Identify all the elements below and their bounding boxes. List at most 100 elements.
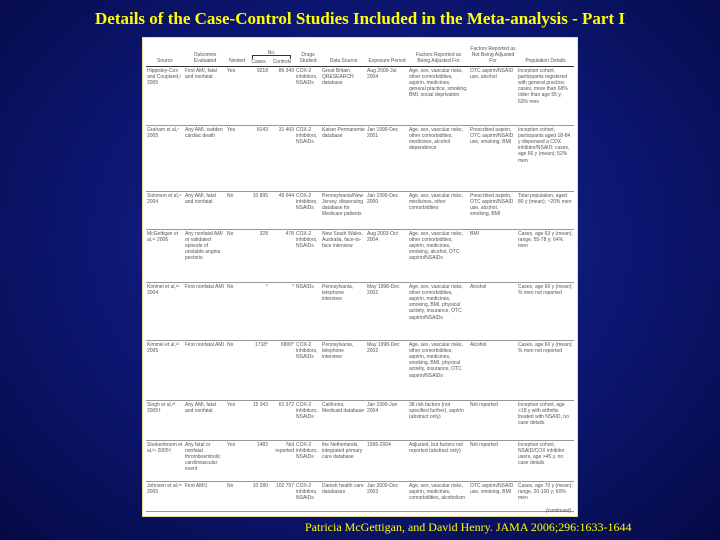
cell-cases: 9218: [248, 66, 269, 126]
header-row: Source Outcomes Evaluated Nested No. Cas…: [146, 40, 574, 67]
cell-nested: Yes: [226, 66, 248, 126]
col-header: Cases: [251, 59, 266, 66]
cell-exposure-period: Jan 1999-Dec 2001: [366, 125, 408, 192]
cell-population-details: Total population, aged 80 y (mean); ~20%…: [517, 191, 574, 230]
cell-outcomes: Any AMI, sudden cardiac death: [184, 125, 226, 192]
cell-controls: *: [269, 282, 295, 341]
cell-nested: No: [226, 481, 248, 512]
cell-drugs: COX-2 inhibitors, NSAIDs: [295, 481, 321, 512]
col-header: Nested: [226, 40, 248, 67]
cell-controls: 31 469: [269, 125, 295, 192]
table-row: Kimmel et al,¹³ 2005 First nonfatal AMI No…: [146, 340, 574, 401]
cell-population-details: Cases, age 70 y (mean); range, 20-100 y;…: [517, 481, 574, 512]
cell-not-adjusted-factors: Prescribed aspirin, OTC aspirin/NSAID us…: [469, 125, 517, 192]
cell-outcomes: First nonfatal AMI: [184, 340, 226, 401]
cell-population-details: Inception cohort, participants aged 18-8…: [517, 125, 574, 192]
cell-not-adjusted-factors: Prescribed aspirin, OTC aspirin/NSAID us…: [469, 191, 517, 230]
cell-drugs: NSAIDs: [295, 282, 321, 341]
cell-not-adjusted-factors: Not reported: [469, 400, 517, 441]
cell-drugs: COX-2 inhibitors, NSAIDs: [295, 340, 321, 401]
cell-data-source: Danish health care databases: [321, 481, 366, 512]
citation: Patricia McGettigan, and David Henry. JA…: [305, 520, 632, 534]
cell-controls: 86 349: [269, 66, 295, 126]
cell-data-source: Pennsylvania/New Jersey, dispensing data…: [321, 191, 366, 230]
cell-cases: 15 343: [248, 400, 269, 441]
studies-table: Source Outcomes Evaluated Nested No. Cas…: [146, 40, 574, 512]
cell-cases: 8143: [248, 125, 269, 192]
cell-population-details: Cases, age 60 y (mean); % men not report…: [517, 340, 574, 401]
cell-cases: 10 280: [248, 481, 269, 512]
cell-controls: 61 372: [269, 400, 295, 441]
cell-adjusted-factors: Age, sex, vascular risks, other comorbid…: [408, 282, 469, 341]
cell-nested: Yes: [226, 125, 248, 192]
cell-not-adjusted-factors: BMI: [469, 229, 517, 283]
table-row: McGettigan et al,¹¹ 2006 Any nonfatal AMI…: [146, 229, 574, 283]
cell-controls: 6800*: [269, 340, 295, 401]
cell-source: Singh et al,²³ 2005†: [146, 400, 184, 441]
cell-adjusted-factors: Adjusted, but factors not reported (abst…: [408, 440, 469, 482]
cell-controls: 49 044: [269, 191, 295, 230]
cell-source: McGettigan et al,¹¹ 2006: [146, 229, 184, 283]
cell-adjusted-factors: Age, sex, vascular risks, other comorbid…: [408, 340, 469, 401]
cell-exposure-period: May 1998-Dec 2002: [366, 340, 408, 401]
table-row: Kimmel et al,¹² 2004 First nonfatal AMI No…: [146, 282, 574, 341]
cell-outcomes: First nonfatal AMI: [184, 282, 226, 341]
col-header: Outcomes Evaluated: [184, 40, 226, 67]
cell-outcomes: Any nonfatal AMI or validated episode of…: [184, 229, 226, 283]
col-header: Factors Reported as Being Adjusted For: [408, 40, 469, 67]
cell-source: Johnsen et al,²⁵ 2005: [146, 481, 184, 512]
cell-exposure-period: Jan 2000-Dec 2003: [366, 481, 408, 512]
cell-drugs: COX-2 inhibitors, NSAIDs: [295, 440, 321, 482]
cell-data-source: New South Wales, Australia, face-to-face…: [321, 229, 366, 283]
cell-nested: Yes: [226, 400, 248, 441]
col-group-no: No. Cases Controls: [248, 40, 295, 67]
cell-drugs: COX-2 inhibitors, NSAIDs: [295, 191, 321, 230]
cell-controls: Not reported: [269, 440, 295, 482]
col-header: Factors Reported as Not Being Adjusted F…: [469, 40, 517, 67]
table-row: Sturkenboom et al,²⁴ 2005† Any fatal or n…: [146, 440, 574, 482]
cell-adjusted-factors: Age, sex, vascular risks, aspirin, medic…: [408, 481, 469, 512]
cell-drugs: COX-2 inhibitors, NSAIDs: [295, 229, 321, 283]
cell-nested: Yes: [226, 440, 248, 482]
cell-population-details: Inception cohort, NSAID/COX inhibitor us…: [517, 440, 574, 482]
cell-nested: No: [226, 229, 248, 283]
col-header: Drugs Studied: [295, 40, 321, 67]
cell-exposure-period: Aug 2003-Oct 2004: [366, 229, 408, 283]
cell-data-source: Great Britain, QRESEARCH database: [321, 66, 366, 126]
cell-data-source: California, Medicaid database: [321, 400, 366, 441]
cell-adjusted-factors: Age, sex, vascular risks, other comorbid…: [408, 229, 469, 283]
cell-data-source: the Netherlands, integrated primary care…: [321, 440, 366, 482]
cell-exposure-period: Aug 2000-Jul 2004: [366, 66, 408, 126]
cell-nested: No: [226, 340, 248, 401]
cell-source: Hippisley-Cox and Coupland,² 2005: [146, 66, 184, 126]
cell-population-details: Cases, age 63 y (mean); range, 55-78 y; …: [517, 229, 574, 283]
cell-population-details: Cases, age 60 y (mean); % men not report…: [517, 282, 574, 341]
cell-exposure-period: 1996-2004: [366, 440, 408, 482]
cell-source: Sturkenboom et al,²⁴ 2005†: [146, 440, 184, 482]
cell-source: Solomon et al,⁴ 2004: [146, 191, 184, 230]
cell-population-details: Inception cohort, participants registere…: [517, 66, 574, 126]
cell-adjusted-factors: Age, sex, vascular risks, medicines, oth…: [408, 191, 469, 230]
col-header: Controls: [272, 59, 292, 66]
cell-source: Kimmel et al,¹³ 2005: [146, 340, 184, 401]
cell-not-adjusted-factors: OTC aspirin/NSAID use, alcohol: [469, 66, 517, 126]
table-row: Solomon et al,⁴ 2004 Any AMI, fatal and n…: [146, 191, 574, 230]
cell-drugs: COX-2 inhibitors, NSAIDs: [295, 400, 321, 441]
cell-population-details: Inception cohort, age >18 y with arthrit…: [517, 400, 574, 441]
cell-source: Kimmel et al,¹² 2004: [146, 282, 184, 341]
cell-drugs: COX-2 inhibitors, NSAIDs: [295, 125, 321, 192]
cell-not-adjusted-factors: Alcohol: [469, 282, 517, 341]
cell-controls: 478: [269, 229, 295, 283]
cell-data-source: Kaiser Permanente database: [321, 125, 366, 192]
cell-exposure-period: Jan 1999-Jun 2004: [366, 400, 408, 441]
col-header: Exposure Period: [366, 40, 408, 67]
cell-adjusted-factors: Age, sex, vascular risks, other comorbid…: [408, 66, 469, 126]
cell-outcomes: First AMI‡: [184, 481, 226, 512]
cell-not-adjusted-factors: Not reported: [469, 440, 517, 482]
table-row: Graham et al,¹ 2005 Any AMI, sudden cardi…: [146, 125, 574, 192]
table-row: Hippisley-Cox and Coupland,² 2005 First A…: [146, 66, 574, 126]
cell-drugs: COX-2 inhibitors, NSAIDs: [295, 66, 321, 126]
table-row: Johnsen et al,²⁵ 2005 First AMI‡ No 10 280 1…: [146, 481, 574, 512]
cell-adjusted-factors: 38 risk factors (not specified further),…: [408, 400, 469, 441]
continued-note: (continued): [545, 508, 571, 514]
